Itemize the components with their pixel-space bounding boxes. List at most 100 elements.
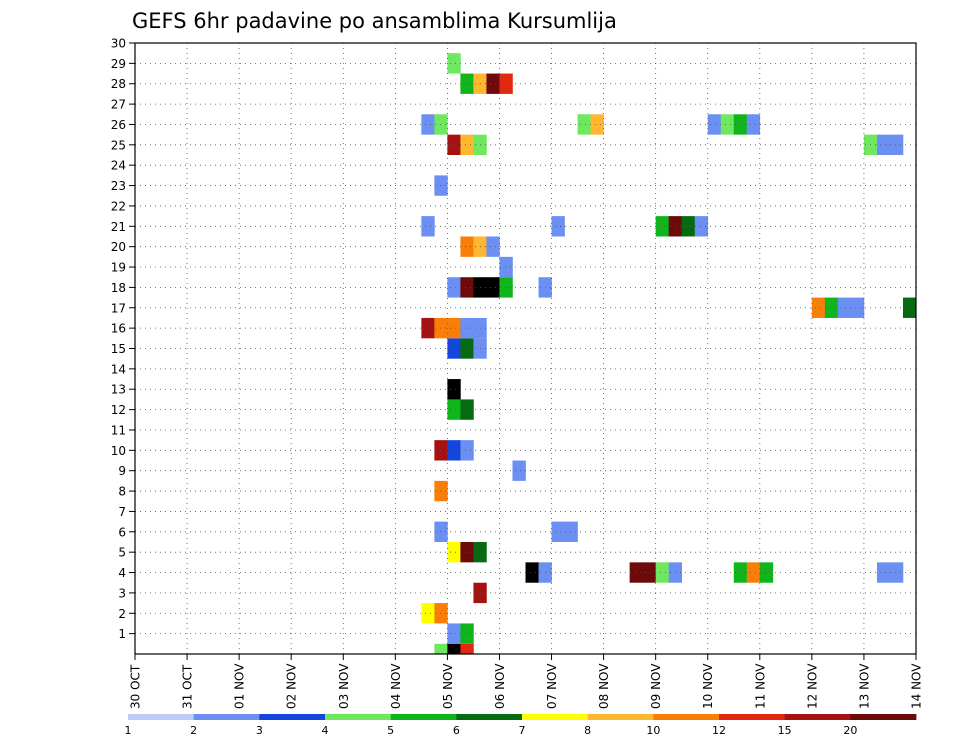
x-tick-label: 03 NOV	[337, 663, 351, 709]
x-tick-label: 09 NOV	[649, 663, 663, 709]
precip-cell	[460, 134, 474, 156]
x-axis: 30 OCT 31 OCT 01 NOV 02 NOV 03 NOV 04 NOV 05 N…	[129, 654, 924, 709]
precip-cell	[525, 562, 539, 583]
precip-cell	[681, 216, 696, 237]
colorbar-label: 15	[778, 724, 792, 737]
y-tick-label: 25	[111, 138, 126, 152]
precip-cell	[811, 297, 826, 318]
precip-cell	[421, 317, 435, 339]
x-tick-label: 31 OCT	[181, 664, 195, 709]
y-tick-label: 17	[111, 301, 126, 315]
precip-cell	[746, 562, 761, 583]
colorbar-label: 4	[322, 724, 329, 737]
y-tick-label: 15	[111, 342, 126, 356]
precip-cell	[421, 216, 435, 237]
y-tick-label: 23	[111, 179, 126, 193]
x-tick-label: 08 NOV	[597, 663, 611, 709]
colorbar-label: 10	[646, 724, 660, 737]
colorbar-swatch	[259, 714, 326, 720]
precip-cell	[460, 643, 474, 654]
precip-cell	[720, 114, 735, 135]
x-tick-label: 30 OCT	[129, 664, 143, 709]
precip-cell	[460, 317, 474, 339]
y-tick-label: 24	[111, 159, 126, 173]
precip-cell	[447, 317, 461, 339]
precip-cell	[655, 216, 669, 237]
x-tick-label: 14 NOV	[910, 663, 924, 709]
precipitation-cells	[421, 53, 917, 654]
chart-title: GEFS 6hr padavine po ansamblima Kursumli…	[132, 9, 617, 33]
precip-cell	[434, 643, 448, 654]
y-tick-label: 3	[118, 586, 126, 600]
x-tick-label: 07 NOV	[545, 663, 559, 709]
y-tick-label: 22	[111, 199, 126, 213]
x-tick-label: 05 NOV	[441, 663, 455, 709]
colorbar-swatch	[193, 714, 260, 720]
y-tick-label: 12	[111, 403, 126, 417]
precip-cell	[460, 338, 474, 359]
x-tick-label: 04 NOV	[389, 663, 403, 709]
precip-cell	[759, 562, 774, 583]
y-tick-label: 28	[111, 77, 126, 91]
colorbar-label: 1	[125, 724, 132, 737]
precip-cell	[460, 399, 474, 420]
precip-cell	[447, 379, 461, 400]
y-tick-label: 8	[118, 485, 126, 499]
y-axis: 1234567891011121314151617181920212223242…	[111, 37, 135, 641]
y-tick-label: 4	[118, 566, 126, 580]
colorbar-legend: 1 2 3 4 5 6 7 8 10 12 15 20	[125, 714, 917, 737]
y-tick-label: 9	[118, 464, 126, 478]
precip-cell	[551, 216, 565, 237]
precip-cell	[434, 175, 448, 196]
precip-cell	[655, 562, 669, 583]
y-tick-label: 7	[118, 505, 126, 519]
precip-cell	[707, 114, 722, 135]
precip-cell	[460, 440, 474, 461]
precip-cell	[447, 623, 461, 644]
y-tick-label: 5	[118, 546, 126, 560]
y-tick-label: 26	[111, 118, 126, 132]
precip-cell	[486, 236, 500, 257]
y-tick-label: 13	[111, 383, 126, 397]
precip-cell	[850, 297, 865, 318]
precip-cell	[486, 73, 500, 94]
precip-cell	[447, 399, 461, 420]
dotted-grid	[135, 43, 916, 654]
precip-cell	[447, 338, 461, 359]
x-tick-label: 01 NOV	[233, 663, 247, 709]
colorbar-swatch	[587, 714, 654, 720]
y-tick-label: 29	[111, 57, 126, 71]
colorbar-label: 6	[453, 724, 460, 737]
precip-cell	[447, 53, 461, 74]
precip-cell	[434, 603, 448, 624]
y-tick-label: 19	[111, 261, 126, 275]
precip-cell	[460, 623, 474, 644]
precip-cell	[876, 562, 891, 583]
precip-cell	[447, 440, 461, 461]
colorbar-swatch	[128, 714, 195, 720]
precip-cell	[499, 256, 513, 278]
precip-cell	[434, 521, 448, 542]
colorbar-label: 20	[843, 724, 857, 737]
colorbar-label: 5	[387, 724, 394, 737]
precip-cell	[577, 114, 591, 135]
precip-cell	[421, 114, 435, 135]
y-tick-label: 2	[118, 607, 126, 621]
precip-cell	[434, 440, 448, 461]
precip-cell	[746, 114, 761, 135]
y-tick-label: 16	[111, 322, 126, 336]
precip-cell	[447, 643, 461, 654]
precip-cell	[590, 114, 604, 135]
x-tick-label: 10 NOV	[701, 663, 715, 709]
precip-cell	[460, 236, 474, 257]
precip-cell	[902, 297, 917, 318]
precip-cell	[486, 277, 500, 298]
y-tick-label: 10	[111, 444, 126, 458]
colorbar-label: 12	[712, 724, 726, 737]
y-tick-label: 30	[111, 37, 126, 51]
precip-cell	[447, 134, 461, 156]
precip-cell	[694, 216, 709, 237]
colorbar-swatch	[390, 714, 457, 720]
colorbar-label: 8	[584, 724, 591, 737]
